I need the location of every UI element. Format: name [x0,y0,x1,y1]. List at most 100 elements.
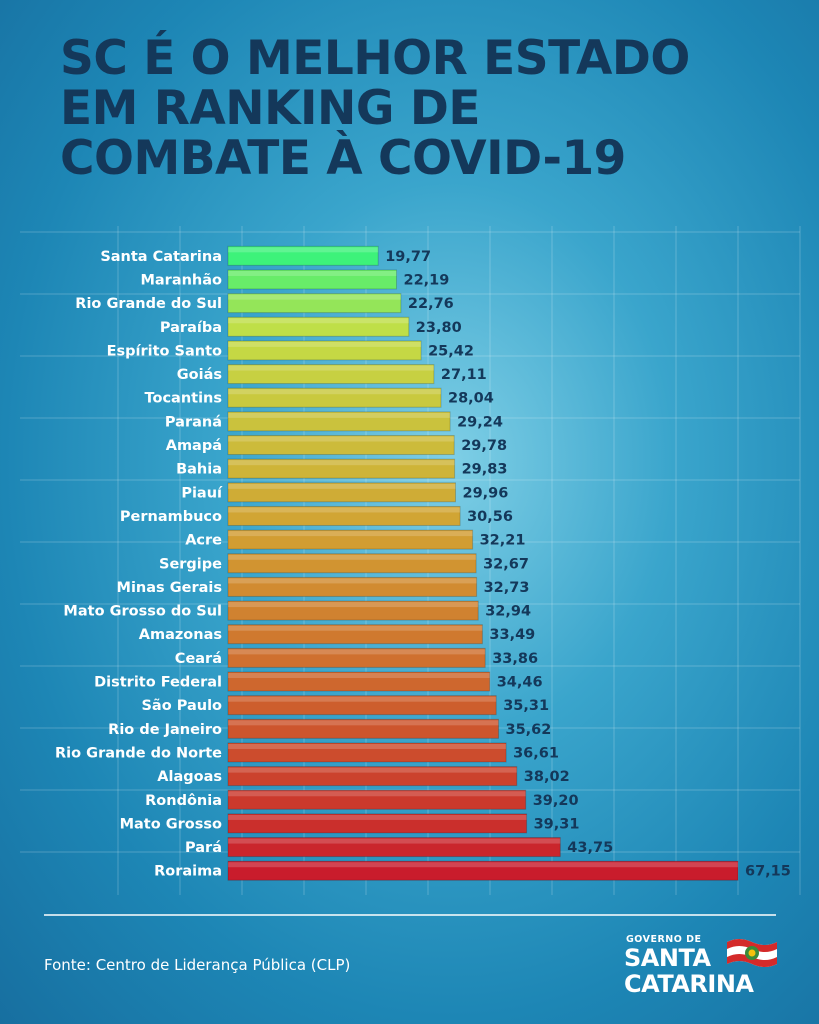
value-label: 36,61 [513,745,559,761]
category-label: Rio Grande do Sul [75,296,222,312]
bar [227,435,455,456]
category-label: Bahia [176,462,222,478]
bar-highlight [228,673,490,679]
value-label: 30,56 [467,509,513,525]
bar-highlight [228,720,499,726]
bar-highlight [228,649,486,655]
bar-highlight [228,341,422,347]
bar-highlight [228,294,401,300]
bar-highlight [228,483,456,489]
category-label: Maranhão [140,272,222,288]
bar-highlight [228,531,473,537]
bar [227,411,451,432]
source-note: Fonte: Centro de Liderança Pública (CLP) [44,956,351,974]
bar-highlight [228,767,517,773]
category-label: Paraná [165,414,222,430]
bar-highlight [228,247,379,253]
bar [227,860,739,881]
bar [227,647,486,668]
value-label: 35,31 [503,698,549,714]
value-label: 28,04 [448,391,494,407]
bar [227,813,528,834]
bar [227,458,456,479]
bar [227,316,410,337]
value-label: 33,86 [492,651,538,667]
bar-highlight [228,554,477,560]
category-label: Rondônia [145,793,222,809]
bar [227,482,456,503]
value-label: 23,80 [416,320,462,336]
value-label: 22,76 [408,296,454,312]
bar [227,766,518,787]
bar [227,364,435,385]
category-label: Rio de Janeiro [108,722,222,738]
bar-highlight [228,743,507,749]
value-label: 29,96 [463,485,509,501]
category-label: Ceará [175,651,222,667]
flag-icon [727,939,777,967]
government-logo: GOVERNO DE SANTA CATARINA [624,934,784,1000]
footer-divider [44,914,776,916]
bar-highlight [228,270,397,276]
value-label: 19,77 [385,249,431,265]
category-label: São Paulo [141,698,222,714]
category-label: Mato Grosso do Sul [63,604,222,620]
bar-highlight [228,791,526,797]
value-label: 32,73 [484,580,530,596]
bar [227,269,397,290]
bar [227,671,491,692]
value-label: 32,21 [480,533,526,549]
value-label: 34,46 [497,675,543,691]
page-title: SC É O MELHOR ESTADO EM RANKING DE COMBA… [60,34,800,184]
logo-line-3: CATARINA [624,970,754,998]
value-label: 29,78 [461,438,507,454]
value-label: 39,20 [533,793,579,809]
category-label: Paraíba [160,320,222,336]
value-label: 32,94 [485,604,531,620]
bar-highlight [228,460,455,466]
chart-bars: Santa Catarina 19,77 Maranhão 22,19 Rio Gran… [55,245,791,881]
value-label: 67,15 [745,864,791,880]
category-label: Sergipe [159,556,222,572]
category-label: Amapá [166,438,222,454]
bar [227,789,527,810]
value-label: 29,83 [462,462,508,478]
category-label: Pernambuco [120,509,222,525]
value-label: 32,67 [483,556,529,572]
value-label: 22,19 [404,272,450,288]
category-label: Rio Grande do Norte [55,745,222,761]
title-line-1: SC É O MELHOR ESTADO [60,31,690,86]
bar-highlight [228,862,738,868]
ranking-bar-chart: Santa Catarina 19,77 Maranhão 22,19 Rio Gran… [55,245,791,881]
bar [227,340,422,361]
category-label: Amazonas [139,627,222,643]
bar [227,553,477,574]
value-label: 35,62 [506,722,552,738]
value-label: 25,42 [428,343,474,359]
bar [227,576,478,597]
bar [227,742,507,763]
bar-highlight [228,389,441,395]
bar-highlight [228,814,527,820]
category-label: Tocantins [145,391,222,407]
bar-highlight [228,436,455,442]
logo-line-2: SANTA [624,944,711,972]
category-label: Distrito Federal [94,675,222,691]
bar [227,387,442,408]
bar [227,600,479,621]
bar [227,529,474,550]
title-line-3: COMBATE À COVID-19 [60,131,626,186]
value-label: 43,75 [567,840,613,856]
bar [227,695,497,716]
bar-highlight [228,578,477,584]
bar [227,624,483,645]
logo-line-1: GOVERNO DE [626,934,702,945]
bar-highlight [228,625,483,631]
category-label: Minas Gerais [117,580,222,596]
title-line-2: EM RANKING DE [60,81,480,136]
category-label: Mato Grosso [120,816,222,832]
value-label: 39,31 [534,816,580,832]
value-label: 33,49 [489,627,535,643]
value-label: 38,02 [524,769,570,785]
bar-highlight [228,412,451,418]
